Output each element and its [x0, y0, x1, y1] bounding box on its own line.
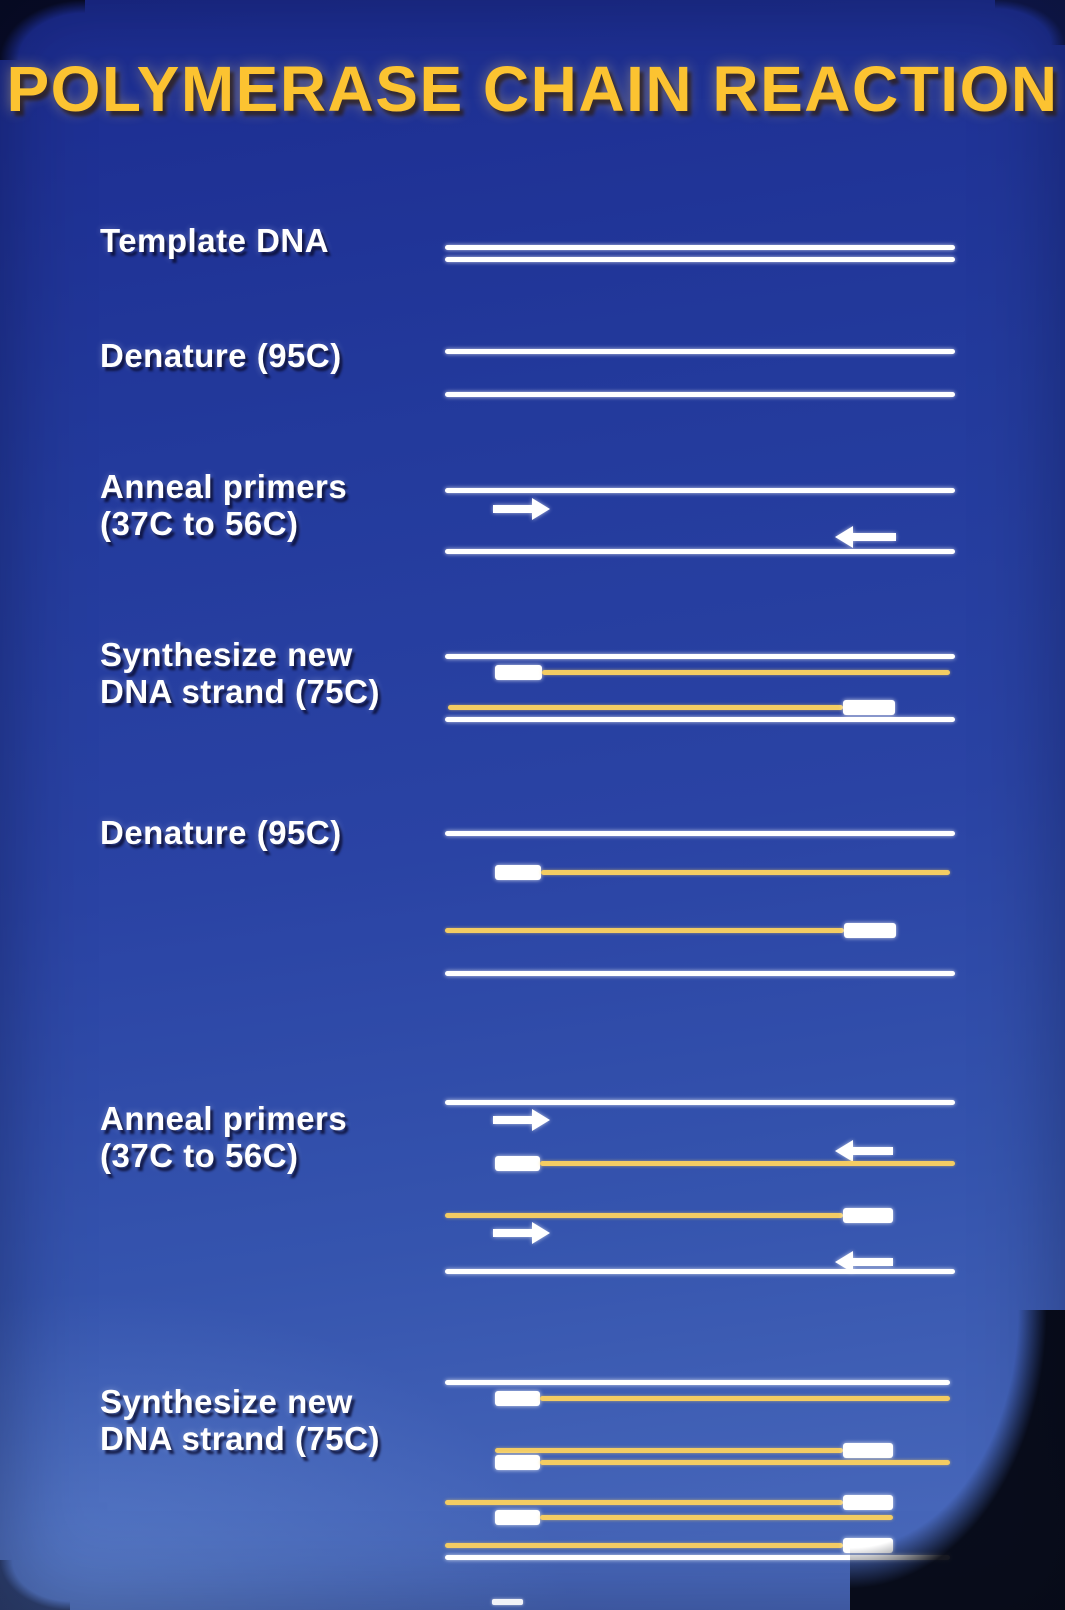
section-label-line: Synthesize new — [100, 1383, 353, 1420]
arrow-head — [532, 1222, 550, 1244]
arrow-head — [532, 498, 550, 520]
dna-strand-line — [445, 1268, 955, 1274]
dna-strand-line — [445, 348, 955, 354]
arrow-head — [532, 1109, 550, 1131]
forward-primer-arrow-icon — [493, 1109, 550, 1131]
dna-strand-line — [445, 1379, 950, 1385]
new-dna-strand-line — [540, 1160, 955, 1166]
primer-block — [843, 1443, 893, 1458]
section-label-line: (37C to 56C) — [100, 505, 299, 542]
section-label-line: (37C to 56C) — [100, 1137, 299, 1174]
section-label-anneal-primers-1: Anneal primers (37C to 56C) — [100, 468, 347, 542]
section-label-denature-2: Denature (95C) — [100, 814, 342, 851]
dna-strand-line — [445, 487, 955, 493]
section-label-line: Anneal primers — [100, 468, 348, 505]
primer-block — [495, 865, 541, 880]
primer-block — [495, 1391, 540, 1406]
new-dna-strand-line — [445, 1499, 843, 1505]
primer-block — [844, 923, 896, 938]
primer-block — [495, 1156, 540, 1171]
new-dna-strand-line — [445, 927, 844, 933]
new-dna-strand-line — [445, 1542, 843, 1548]
arrow-head — [835, 526, 853, 548]
dna-strand-line — [445, 830, 955, 836]
dna-strand-line — [445, 391, 955, 397]
new-dna-strand-line — [541, 869, 950, 875]
section-label-line: Anneal primers — [100, 1100, 348, 1137]
section-label-line: Template DNA — [100, 222, 330, 259]
primer-block — [495, 1455, 540, 1470]
arrow-shaft — [851, 533, 896, 541]
reverse-primer-arrow-icon — [835, 526, 896, 548]
reverse-primer-arrow-icon — [835, 1140, 893, 1162]
section-label-anneal-primers-2: Anneal primers (37C to 56C) — [100, 1100, 347, 1174]
section-label-denature-1: Denature (95C) — [100, 337, 342, 374]
section-label-synthesize-2: Synthesize new DNA strand (75C) — [100, 1383, 380, 1457]
new-dna-strand-line — [445, 1212, 843, 1218]
arrow-shaft — [851, 1258, 893, 1266]
section-label-line: DNA strand (75C) — [100, 673, 380, 710]
section-label-line: Synthesize new — [100, 636, 353, 673]
new-dna-strand-line — [540, 1459, 950, 1465]
arrow-shaft — [493, 1116, 534, 1124]
primer-block — [495, 665, 542, 680]
forward-primer-arrow-icon — [493, 498, 550, 520]
reverse-primer-arrow-icon — [835, 1251, 893, 1273]
section-label-synthesize-1: Synthesize new DNA strand (75C) — [100, 636, 380, 710]
slide-title: POLYMERASE CHAIN REACTION — [6, 53, 1059, 125]
dna-strand-line — [445, 548, 955, 554]
dna-strand-line — [445, 1554, 950, 1560]
new-dna-strand-line — [540, 1514, 893, 1520]
arrow-head — [835, 1140, 853, 1162]
dna-strand-line — [445, 716, 955, 722]
film-corner-top-left — [0, 0, 85, 60]
dna-strand-line — [445, 1099, 955, 1105]
new-dna-strand-line — [542, 669, 950, 675]
new-dna-strand-line — [495, 1447, 843, 1453]
primer-block — [843, 1208, 893, 1223]
film-corner-top-right — [995, 0, 1065, 45]
primer-block — [843, 1538, 893, 1553]
arrow-shaft — [851, 1147, 893, 1155]
dna-strand-line — [445, 244, 955, 250]
film-artifact-dash — [492, 1599, 523, 1605]
new-dna-strand-line — [448, 704, 843, 710]
section-label-line: DNA strand (75C) — [100, 1420, 380, 1457]
dna-strand-line — [445, 970, 955, 976]
primer-block — [843, 1495, 893, 1510]
arrow-head — [835, 1251, 853, 1273]
dna-strand-line — [445, 256, 955, 262]
arrow-shaft — [493, 505, 534, 513]
forward-primer-arrow-icon — [493, 1222, 550, 1244]
section-label-template-dna: Template DNA — [100, 222, 329, 259]
new-dna-strand-line — [540, 1395, 950, 1401]
primer-block — [843, 700, 895, 715]
arrow-shaft — [493, 1229, 534, 1237]
film-corner-bottom-left — [0, 1560, 70, 1610]
primer-block — [495, 1510, 540, 1525]
dna-strand-line — [445, 653, 955, 659]
section-label-line: Denature (95C) — [100, 337, 342, 374]
section-label-line: Denature (95C) — [100, 814, 342, 851]
